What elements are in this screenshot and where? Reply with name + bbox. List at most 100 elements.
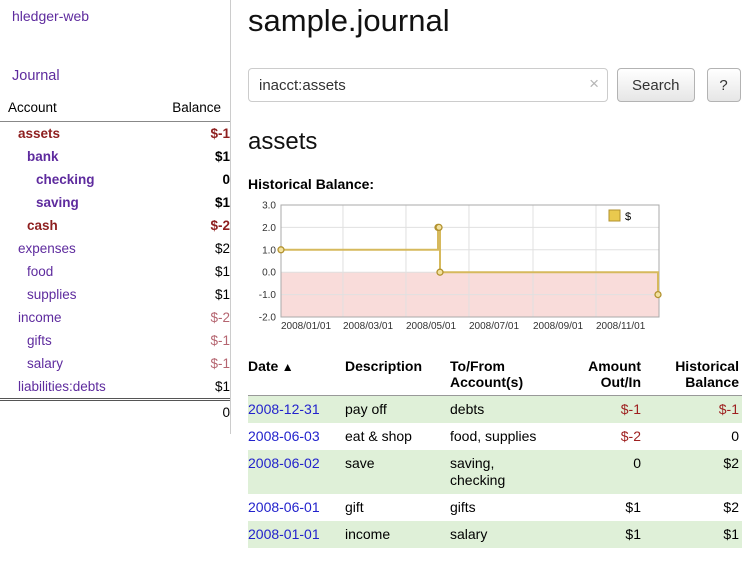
register-row: 2008-06-03 eat & shop food, supplies $-2 0	[248, 423, 742, 450]
account-name-cell: food	[0, 260, 149, 283]
register-cell-description: eat & shop	[345, 428, 412, 444]
register-cell-balance: $2	[723, 455, 739, 471]
sort-ascending-icon: ▲	[278, 360, 294, 374]
account-balance: $-1	[210, 333, 230, 348]
account-link-cash[interactable]: cash	[27, 218, 58, 233]
svg-text:2008/05/01: 2008/05/01	[406, 321, 456, 332]
accounts-header-row: Account Balance	[0, 98, 230, 122]
account-link-food[interactable]: food	[27, 264, 54, 279]
account-link-bank[interactable]: bank	[27, 149, 59, 164]
register-cell-amount: $-2	[620, 428, 641, 444]
svg-text:3.0: 3.0	[262, 201, 276, 212]
sidebar-item-journal[interactable]: Journal	[12, 68, 60, 84]
transaction-date-link[interactable]: 2008-12-31	[248, 401, 320, 417]
register-col-label: Description	[345, 358, 423, 374]
accounts-col-account: Account	[0, 98, 149, 122]
account-name-cell: assets	[0, 122, 149, 146]
sidebar: hledger-web Journal Account Balance asse…	[0, 0, 231, 434]
search-button[interactable]: Search	[617, 68, 695, 102]
register-row: 2008-12-31 pay off debts $-1 $-1	[248, 395, 742, 424]
account-name-cell: income	[0, 306, 149, 329]
register-cell-date: 2008-01-01	[248, 521, 345, 548]
transaction-date-link[interactable]: 2008-01-01	[248, 526, 320, 542]
account-link-expenses[interactable]: expenses	[18, 241, 76, 256]
svg-text:2008/03/01: 2008/03/01	[343, 321, 393, 332]
account-row: checking 0	[0, 168, 230, 191]
register-cell-date: 2008-12-31	[248, 396, 345, 424]
account-link-checking[interactable]: checking	[36, 172, 95, 187]
register-cell-accounts: debts	[450, 401, 485, 417]
legend-swatch	[608, 209, 621, 222]
account-row: bank $1	[0, 145, 230, 168]
app-title-link[interactable]: hledger-web	[12, 8, 90, 24]
account-name-cell: bank	[0, 145, 149, 168]
register-cell-description: save	[345, 455, 375, 471]
account-balance: $-1	[210, 356, 230, 371]
account-link-supplies[interactable]: supplies	[27, 287, 77, 302]
register-col-label: Date	[248, 358, 279, 374]
register-cell-amount: $1	[625, 526, 641, 542]
account-link-income[interactable]: income	[18, 310, 62, 325]
register-col-label: To/From Account(s)	[450, 358, 524, 390]
account-link-assets[interactable]: assets	[18, 126, 61, 141]
account-name-cell: supplies	[0, 283, 149, 306]
register-cell-balance: $1	[723, 526, 739, 542]
account-balance: $1	[214, 149, 230, 164]
search-box: ×	[248, 68, 608, 102]
register-cell-accounts: saving, checking	[450, 455, 506, 488]
register-col-label: Historical Balance	[675, 358, 739, 390]
accounts-total-balance: 0	[148, 398, 230, 425]
account-row: expenses $2	[0, 237, 230, 260]
account-name-cell: cash	[0, 214, 149, 237]
register-col-label: Amount Out/In	[588, 358, 641, 390]
register-col-header-to-from: To/From Account(s)	[450, 356, 562, 396]
account-link-saving[interactable]: saving	[36, 195, 79, 210]
account-balance: $2	[214, 241, 230, 256]
register-row: 2008-06-01 gift gifts $1 $2	[248, 494, 742, 521]
account-heading: assets	[248, 128, 318, 155]
legend-label: $	[625, 211, 631, 223]
help-button[interactable]: ?	[706, 68, 741, 102]
transaction-date-link[interactable]: 2008-06-02	[248, 455, 320, 471]
account-balance: $1	[214, 195, 230, 210]
register-cell-amount: $-1	[620, 401, 641, 417]
svg-text:2008/07/01: 2008/07/01	[469, 321, 519, 332]
register-cell-description: income	[345, 526, 391, 542]
account-name-cell: salary	[0, 352, 149, 375]
svg-text:2008/01/01: 2008/01/01	[281, 321, 331, 332]
register-cell-amount: $1	[625, 499, 641, 515]
account-row: food $1	[0, 260, 230, 283]
register-cell-date: 2008-06-02	[248, 450, 345, 494]
transaction-date-link[interactable]: 2008-06-01	[248, 499, 320, 515]
transaction-date-link[interactable]: 2008-06-03	[248, 428, 320, 444]
svg-text:2008/11/01: 2008/11/01	[596, 321, 646, 332]
main-content: sample.journal × Search ? assets Histori…	[248, 0, 742, 548]
register-col-header-date[interactable]: Date ▲	[248, 356, 345, 396]
svg-text:2008/09/01: 2008/09/01	[533, 321, 583, 332]
register-header-row: Date ▲ Description To/From Account(s) Amoun…	[248, 356, 742, 396]
register-cell-accounts: salary	[450, 526, 488, 542]
register-cell-balance: $2	[723, 499, 739, 515]
account-row: income $-2	[0, 306, 230, 329]
svg-text:2.0: 2.0	[262, 223, 276, 234]
register-col-header-amount: Amount Out/In	[562, 356, 644, 396]
account-row: saving $1	[0, 191, 230, 214]
svg-text:1.0: 1.0	[262, 245, 276, 256]
register-cell-description: pay off	[345, 401, 387, 417]
register-row: 2008-01-01 income salary $1 $1	[248, 521, 742, 548]
search-input[interactable]	[248, 68, 608, 102]
search-bar: × Search ?	[248, 68, 742, 102]
account-name-cell: checking	[0, 168, 149, 191]
account-balance: $1	[214, 287, 230, 302]
account-link-gifts[interactable]: gifts	[27, 333, 52, 348]
clear-search-icon[interactable]: ×	[589, 74, 599, 93]
account-balance: 0	[222, 172, 230, 187]
account-balance: $1	[214, 379, 230, 394]
svg-text:0.0: 0.0	[262, 268, 276, 279]
account-balance: $-1	[210, 126, 230, 141]
account-link-liabilities-debts[interactable]: liabilities:debts	[18, 379, 106, 394]
account-link-salary[interactable]: salary	[27, 356, 64, 371]
chart-svg: 3.0 2.0 1.0 0.0 -1.0 -2.0 2008/01/01 2008/03/01…	[259, 201, 662, 332]
account-row: liabilities:debts $1	[0, 375, 230, 400]
account-row: gifts $-1	[0, 329, 230, 352]
